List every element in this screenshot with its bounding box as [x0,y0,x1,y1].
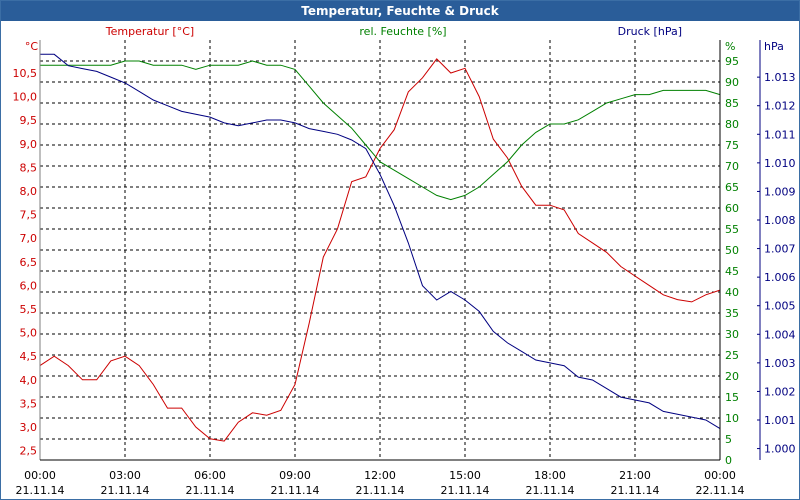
x-tick-time: 15:00 [449,469,481,482]
humidity-tick-label: 20 [725,370,739,383]
pressure-tick-label: 1.010 [764,157,796,170]
x-tick-date: 21.11.14 [526,484,575,497]
pressure-tick-label: 1.013 [764,71,796,84]
temperature-tick-label: 7,0 [20,232,38,245]
humidity-series-line [40,60,721,201]
pressure-tick-label: 1.001 [764,414,796,427]
x-tick-date: 21.11.14 [16,484,65,497]
humidity-tick-label: 70 [725,160,739,173]
temperature-tick-label: 5,0 [20,327,38,340]
pressure-tick-label: 1.005 [764,300,796,313]
temperature-axis-title: Temperatur [°C] [105,25,194,38]
x-tick-time: 21:00 [619,469,651,482]
x-tick-date: 21.11.14 [271,484,320,497]
temperature-tick-label: 8,0 [20,185,38,198]
temperature-tick-label: 6,0 [20,279,38,292]
temperature-series-line [39,58,721,442]
pressure-tick-label: 1.006 [764,271,796,284]
pressure-tick-label: 1.000 [764,443,796,456]
humidity-tick-label: 60 [725,202,739,215]
x-tick-time: 00:00 [24,469,56,482]
temperature-tick-label: 3,0 [20,421,38,434]
humidity-tick-label: 80 [725,118,739,131]
temperature-unit-label: °C [25,40,39,53]
axes-frame [39,40,761,461]
humidity-tick-label: 75 [725,139,739,152]
humidity-tick-label: 0 [725,454,732,467]
chart-title: Temperatur, Feuchte & Druck [1,1,799,21]
pressure-tick-label: 1.002 [764,385,796,398]
axis-tick-labels: 00:00 21.11.14 03:00 21.11.14 06:00 21.11.14 0… [13,25,796,497]
humidity-tick-label: 50 [725,244,739,257]
pressure-tick-label: 1.004 [764,328,796,341]
temperature-tick-label: 4,0 [20,374,38,387]
pressure-tick-label: 1.007 [764,243,796,256]
temperature-tick-label: 7,5 [20,209,38,222]
pressure-tick-label: 1.009 [764,185,796,198]
pressure-axis-title: Druck [hPa] [618,25,682,38]
series-lines [39,53,721,442]
pressure-tick-label: 1.012 [764,100,796,113]
pressure-tick-label: 1.011 [764,128,796,141]
temperature-tick-label: 4,5 [20,350,38,363]
temperature-tick-label: 2,5 [20,445,38,458]
humidity-tick-label: 10 [725,412,739,425]
humidity-tick-label: 90 [725,76,739,89]
x-tick-date: 21.11.14 [356,484,405,497]
temperature-tick-label: 8,5 [20,161,38,174]
temperature-tick-label: 10,5 [13,67,38,80]
pressure-tick-label: 1.008 [764,214,796,227]
humidity-tick-label: 30 [725,328,739,341]
x-tick-date: 22.11.14 [696,484,745,497]
humidity-tick-label: 85 [725,97,739,110]
x-tick-date: 21.11.14 [186,484,235,497]
humidity-tick-label: 65 [725,181,739,194]
temperature-tick-label: 6,5 [20,256,38,269]
humidity-axis-title: rel. Feuchte [%] [359,25,446,38]
humidity-unit-label: % [725,40,735,53]
x-tick-time: 03:00 [109,469,141,482]
temperature-tick-label: 5,5 [20,303,38,316]
x-tick-date: 21.11.14 [611,484,660,497]
humidity-tick-label: 5 [725,433,732,446]
humidity-tick-label: 40 [725,286,739,299]
temperature-tick-label: 3,5 [20,397,38,410]
x-tick-date: 21.11.14 [101,484,150,497]
pressure-series-line [40,53,721,430]
x-tick-time: 09:00 [279,469,311,482]
humidity-tick-label: 45 [725,265,739,278]
grid-lines [40,40,720,460]
x-tick-time: 00:00 [704,469,736,482]
x-tick-time: 06:00 [194,469,226,482]
humidity-tick-label: 15 [725,391,739,404]
pressure-unit-label: hPa [764,40,784,53]
temperature-tick-label: 10,0 [13,91,38,104]
humidity-tick-label: 55 [725,223,739,236]
humidity-tick-label: 25 [725,349,739,362]
x-tick-time: 18:00 [534,469,566,482]
temperature-tick-label: 9,0 [20,138,38,151]
x-tick-time: 12:00 [364,469,396,482]
humidity-tick-label: 35 [725,307,739,320]
temperature-tick-label: 9,5 [20,114,38,127]
pressure-tick-label: 1.003 [764,357,796,370]
x-tick-date: 21.11.14 [441,484,490,497]
humidity-tick-label: 95 [725,55,739,68]
